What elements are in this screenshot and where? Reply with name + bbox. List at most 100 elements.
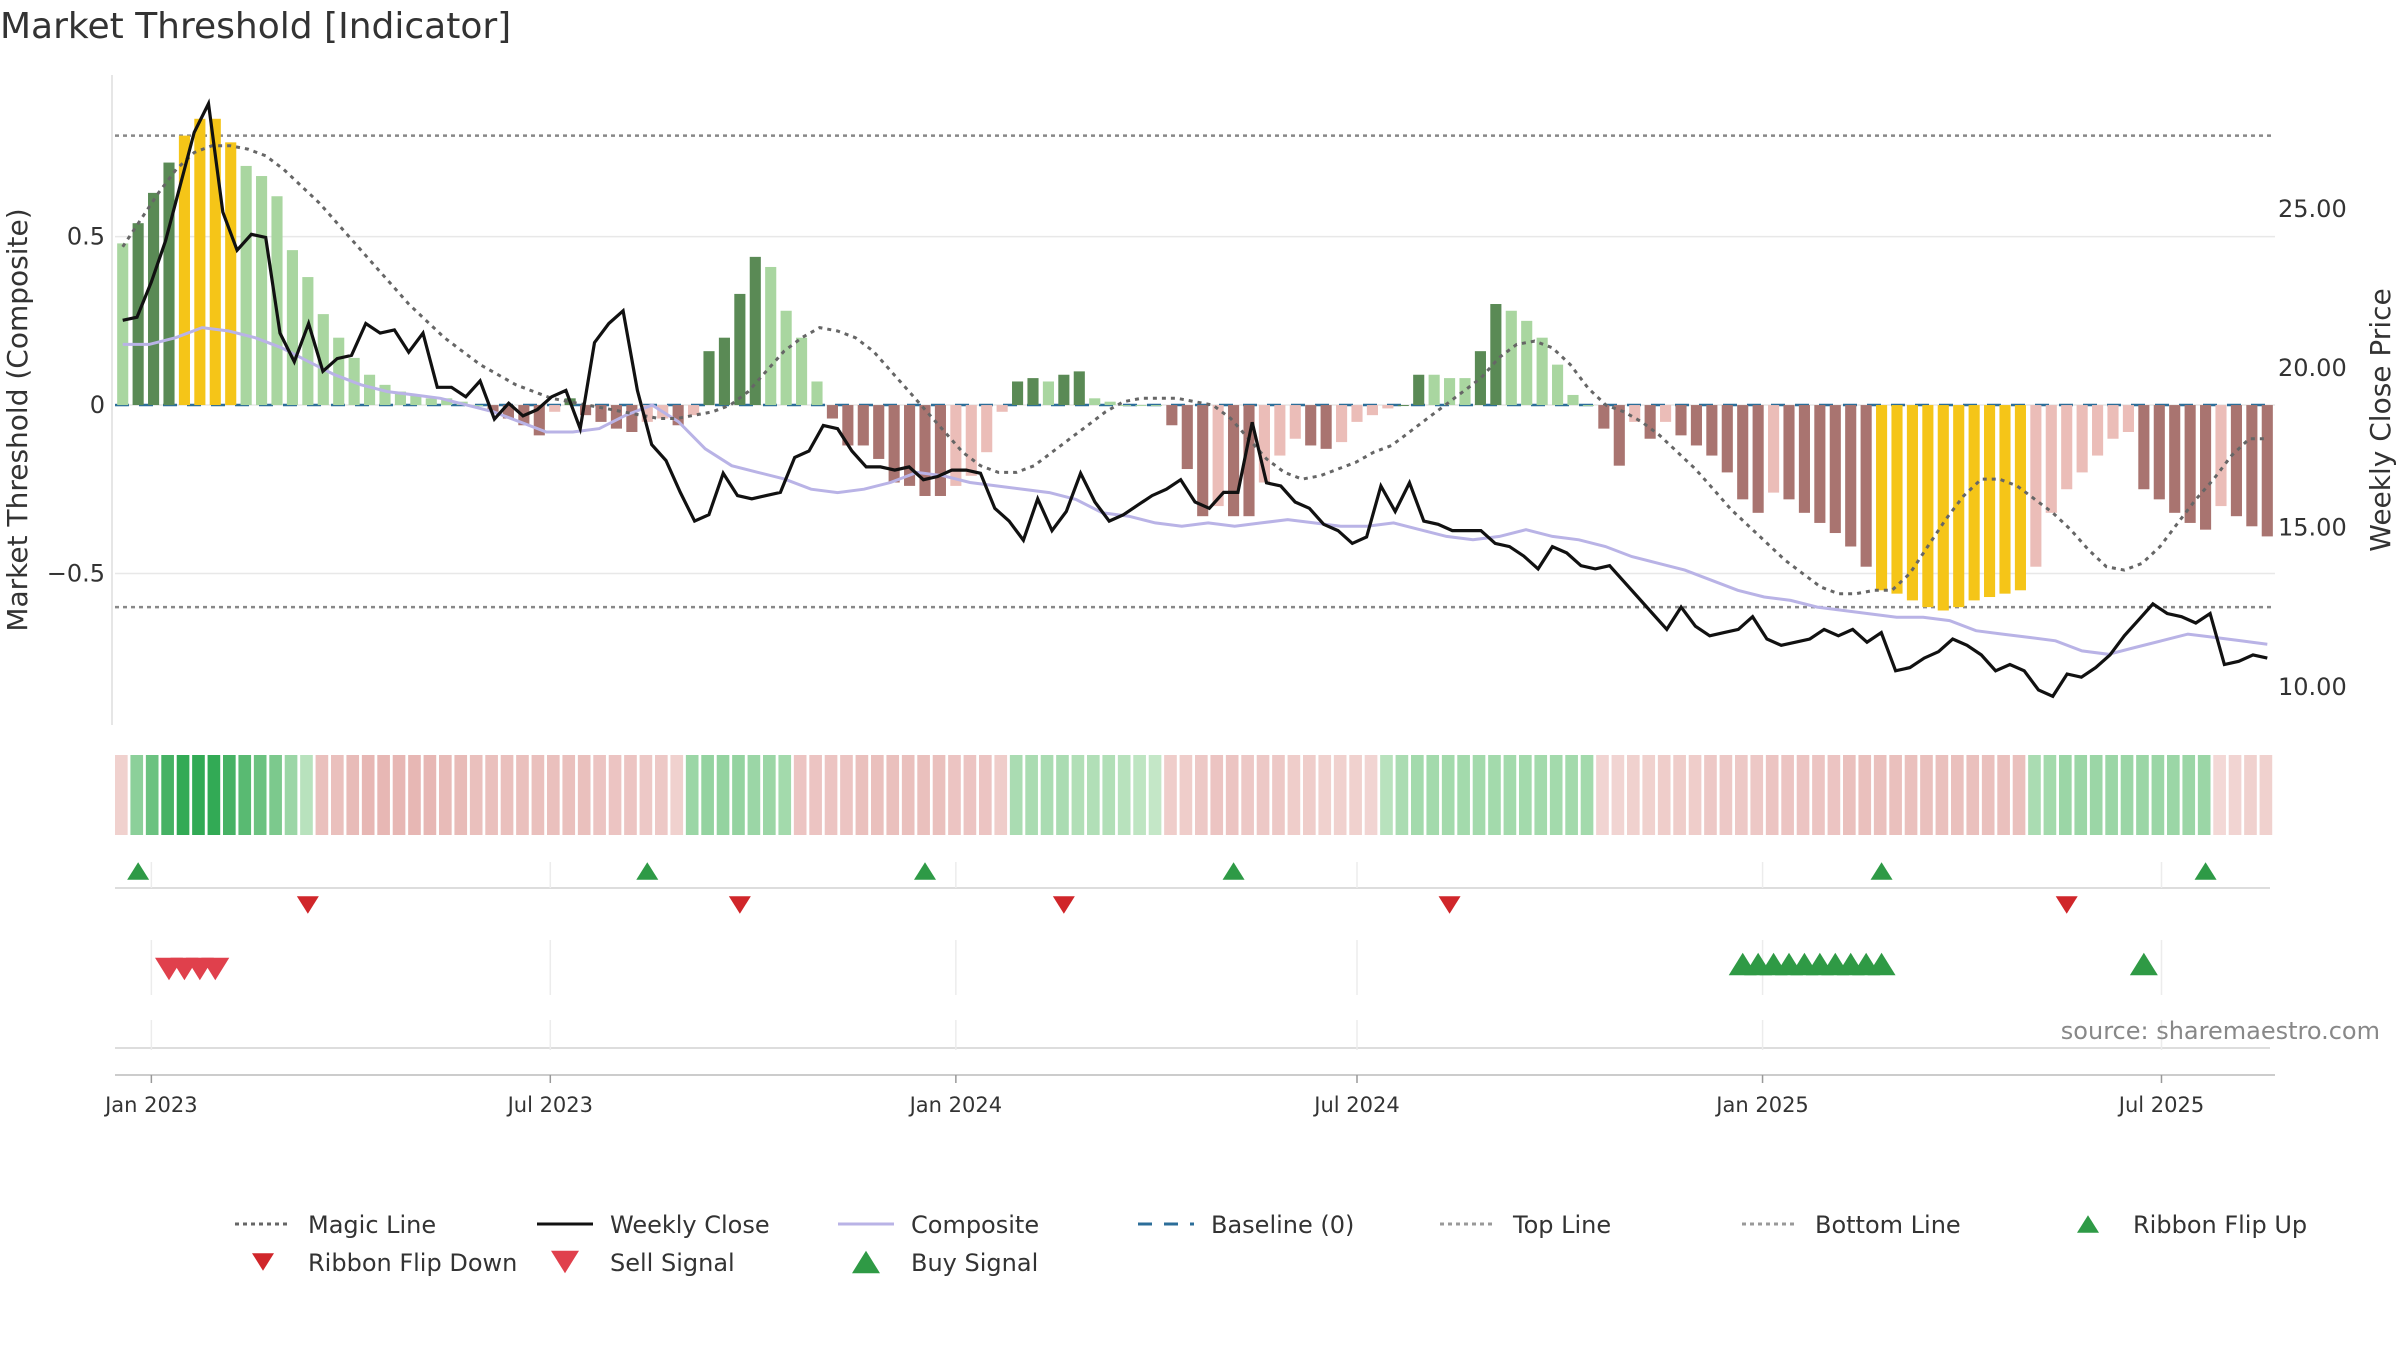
- composite-bar: [286, 250, 298, 406]
- ribbon-cell: [1565, 755, 1578, 835]
- composite-bar: [1197, 405, 1209, 517]
- composite-bar: [1536, 337, 1548, 406]
- ribbon-cell: [624, 755, 637, 835]
- composite-bar: [1058, 374, 1070, 406]
- composite-bar: [302, 277, 314, 406]
- composite-bar: [1660, 405, 1672, 422]
- ribbon-cell: [223, 755, 236, 835]
- ribbon-cell: [207, 755, 221, 835]
- ribbon-cell: [1364, 755, 1378, 835]
- ribbon-cell: [1503, 755, 1517, 835]
- composite-bar: [1814, 405, 1826, 523]
- composite-bar: [1582, 405, 1594, 407]
- composite-bar: [626, 405, 638, 432]
- ribbon-flip-up-marker: [2194, 862, 2217, 880]
- ribbon-cell: [1241, 755, 1254, 835]
- ribbon-cell: [948, 755, 961, 835]
- ribbon-cell: [1889, 755, 1902, 835]
- ribbon-cell: [176, 755, 190, 835]
- chart-title: Market Threshold [Indicator]: [0, 6, 511, 47]
- ribbon-cell: [1580, 755, 1594, 835]
- legend-item-magic-line: Magic Line: [235, 1211, 436, 1239]
- legend-label: Weekly Close: [610, 1211, 770, 1239]
- ribbon-cell: [408, 755, 421, 835]
- ribbon-cell: [716, 755, 730, 835]
- ribbon-cell: [732, 755, 745, 835]
- ribbon-cell: [315, 755, 329, 835]
- ribbon-cell: [1935, 755, 1949, 835]
- composite-bar: [240, 165, 252, 406]
- ribbon-flip-up-marker: [914, 862, 936, 880]
- composite-bar: [811, 381, 823, 406]
- buy-signal-marker: [2129, 952, 2158, 976]
- composite-bar: [919, 405, 931, 496]
- composite-bar: [1984, 405, 1996, 598]
- composite-bar: [595, 405, 607, 422]
- ribbon-cell: [1225, 755, 1239, 835]
- ribbon-cell: [331, 755, 344, 835]
- legend-swatch: [551, 1250, 579, 1274]
- ribbon-cell: [192, 755, 205, 835]
- composite-bar: [888, 405, 900, 483]
- series-lines: [121, 98, 2268, 699]
- ribbon-cell: [1318, 755, 1332, 835]
- composite-bar: [765, 266, 777, 406]
- ribbon-cell: [392, 755, 406, 835]
- ribbon-cell: [1642, 755, 1656, 835]
- composite-bar: [1876, 405, 1888, 591]
- ribbon-cell: [2028, 755, 2041, 835]
- composite-bar: [178, 135, 190, 406]
- ribbon-cell: [1519, 755, 1532, 835]
- legend: Magic Line Weekly Close Composite Baseline …: [235, 1211, 2307, 1277]
- ribbon-cell: [2197, 755, 2211, 835]
- ribbon-cell: [1904, 755, 1918, 835]
- composite-bar: [379, 384, 391, 406]
- composite-bar: [734, 293, 746, 406]
- ribbon-cell: [1673, 755, 1686, 835]
- composite-bar: [410, 394, 422, 406]
- ribbon-cell: [840, 755, 853, 835]
- composite-bar: [1675, 405, 1687, 436]
- ribbon-flip-down-marker: [728, 896, 751, 914]
- sell-signal-marker: [201, 957, 230, 981]
- ribbon-cell: [1997, 755, 2010, 835]
- composite-bar: [1968, 405, 1980, 601]
- ribbon-cell: [963, 755, 977, 835]
- reference-lines: [115, 134, 2275, 609]
- composite-bar: [2122, 405, 2134, 432]
- ribbon-cell: [886, 755, 900, 835]
- composite-bar: [502, 405, 514, 419]
- legend-label: Ribbon Flip Down: [308, 1249, 517, 1277]
- ribbon-cell: [1981, 755, 1995, 835]
- composite-bar: [1752, 405, 1764, 513]
- composite-bar: [1629, 405, 1641, 422]
- ribbon-cell: [1796, 755, 1810, 835]
- composite-bar: [1289, 405, 1301, 439]
- ribbon-cell: [1210, 755, 1224, 835]
- y-left-tick-label-0: 0.5: [67, 223, 105, 251]
- ribbon-cell: [516, 755, 529, 835]
- composite-bar: [1089, 398, 1101, 406]
- ribbon-cell: [1858, 755, 1872, 835]
- ribbon-cell: [1009, 755, 1023, 835]
- composite-bar: [1521, 320, 1533, 406]
- composite-bar: [1953, 405, 1965, 608]
- legend-item-composite: Composite: [838, 1211, 1039, 1239]
- ribbon-cell: [639, 755, 653, 835]
- ribbon-cell: [1272, 755, 1285, 835]
- composite-bar: [1042, 381, 1054, 406]
- axes: 0.5 0 −0.5 25.00 20.00 15.00 10.00: [47, 75, 2347, 725]
- legend-item-ribbon-flip-down: Ribbon Flip Down: [252, 1249, 517, 1277]
- ribbon-cell: [2136, 755, 2149, 835]
- ribbon-strip: [115, 755, 2273, 835]
- ribbon-cell: [2228, 755, 2242, 835]
- ribbon-cell: [531, 755, 545, 835]
- ribbon-cell: [1426, 755, 1440, 835]
- ribbon-cell: [1657, 755, 1671, 835]
- composite-bar: [394, 391, 406, 406]
- ribbon-cell: [1071, 755, 1085, 835]
- ribbon-cell: [1812, 755, 1825, 835]
- y-left-tick-label-1: 0: [90, 391, 105, 419]
- composite-bar: [425, 398, 437, 406]
